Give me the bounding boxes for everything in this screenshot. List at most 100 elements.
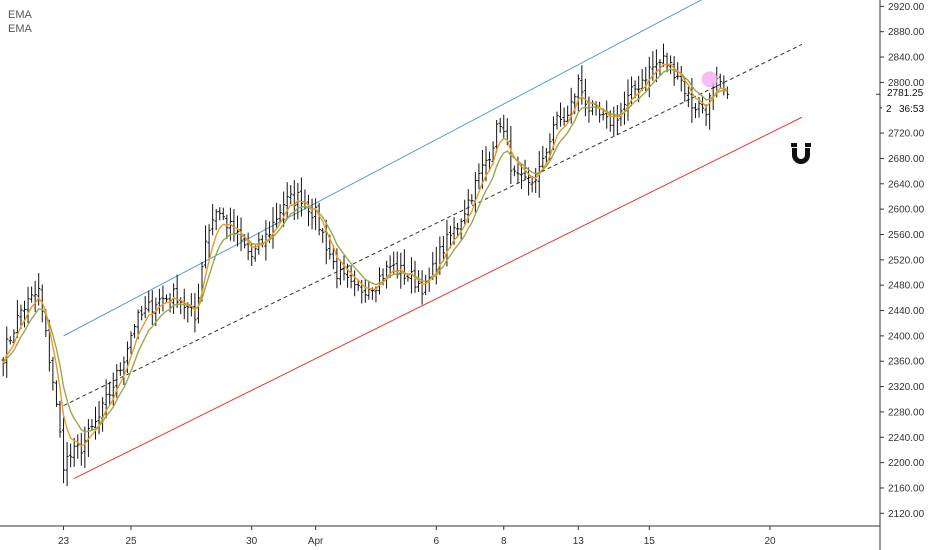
- highlight-marker: [701, 71, 718, 88]
- ohlc-bar: [612, 106, 616, 136]
- price-tick-label: 2320.00: [888, 382, 925, 393]
- ohlc-bar: [424, 274, 428, 296]
- ohlc-bar: [356, 279, 360, 292]
- last-price-badge: [882, 86, 932, 99]
- ohlc-bar: [58, 400, 62, 438]
- ohlc-bar: [22, 300, 27, 328]
- price-tick-label: 2680.00: [888, 154, 925, 165]
- price-axis[interactable]: 2120.00 2160.00 2200.00 2240.00 2280.00 2320.…: [876, 0, 925, 550]
- ohlc-bar: [129, 331, 133, 355]
- ohlc-bar: [175, 274, 179, 308]
- time-tick-label: 23: [58, 536, 70, 547]
- ohlc-bar: [278, 204, 282, 222]
- time-tick-label: 15: [644, 536, 656, 547]
- ema-lines: [2, 63, 728, 447]
- ohlc-bar: [448, 225, 453, 249]
- ohlc-bar: [598, 101, 602, 123]
- ohlc-bar: [637, 75, 641, 103]
- ohlc-bar: [686, 86, 690, 108]
- ohlc-bar: [665, 52, 669, 73]
- ohlc-bar: [477, 163, 481, 190]
- magnet-icon[interactable]: [791, 143, 811, 164]
- ohlc-bar: [367, 281, 371, 300]
- ohlc-bar: [434, 246, 438, 285]
- ohlc-bar: [679, 65, 683, 92]
- ohlc-bar: [555, 111, 559, 130]
- ohlc-bar: [498, 117, 502, 133]
- ohlc-bar: [147, 290, 151, 313]
- price-tick-label: 2520.00: [888, 255, 925, 266]
- ohlc-bar: [246, 232, 250, 261]
- price-tick-label: 2360.00: [888, 357, 925, 368]
- ohlc-bar: [90, 419, 94, 431]
- ohlc-bars: [1, 43, 729, 487]
- ohlc-bar: [385, 260, 389, 289]
- countdown-label: 36:53: [899, 104, 924, 115]
- time-axis[interactable]: 23 25 30 Apr 6 8 13 15 20: [0, 525, 880, 547]
- ohlc-bar: [232, 209, 236, 242]
- price-tick-label: 2920.00: [888, 2, 925, 13]
- time-tick-label: 30: [246, 536, 258, 547]
- ohlc-bar: [342, 255, 346, 281]
- ohlc-bar: [541, 145, 545, 171]
- price-tick-label: 2240.00: [888, 433, 925, 444]
- ohlc-bar: [221, 207, 225, 221]
- ohlc-bar: [459, 218, 463, 240]
- ohlc-bar: [495, 119, 499, 153]
- ohlc-bar: [140, 305, 144, 321]
- ohlc-bar: [207, 224, 211, 259]
- ohlc-bar: [69, 443, 73, 468]
- ohlc-bar: [76, 434, 80, 459]
- trend-channels[interactable]: [63, 0, 803, 479]
- ohlc-bar: [519, 164, 524, 189]
- last-price-label: 2781.25: [887, 88, 924, 99]
- ohlc-bar: [580, 65, 584, 105]
- ohlc-bar: [345, 263, 350, 288]
- ohlc-bar: [306, 194, 311, 227]
- ohlc-bar: [569, 87, 573, 124]
- ohlc-bar: [54, 380, 59, 407]
- legend-ema-2[interactable]: EMA: [8, 23, 32, 35]
- legend-ema-1[interactable]: EMA: [8, 9, 32, 21]
- time-tick-label: 13: [573, 536, 585, 547]
- ohlc-bar: [83, 426, 87, 468]
- ohlc-bar: [289, 185, 293, 205]
- ohlc-bar: [640, 69, 644, 92]
- price-tick-label: 2840.00: [888, 53, 925, 64]
- upper-channel-line: [63, 0, 703, 337]
- ohlc-bar: [93, 406, 98, 440]
- ohlc-bar: [299, 177, 303, 217]
- ohlc-bar: [661, 43, 666, 67]
- ohlc-bar: [605, 100, 609, 129]
- ohlc-bar: [218, 207, 222, 221]
- ohlc-bar: [193, 293, 197, 333]
- ohlc-bar: [33, 280, 37, 313]
- ohlc-bar: [331, 245, 335, 270]
- ohlc-bar: [115, 364, 119, 398]
- ohlc-bar: [72, 437, 76, 467]
- ohlc-bar: [214, 208, 218, 231]
- ohlc-bar: [211, 204, 215, 236]
- ohlc-bar: [30, 286, 34, 303]
- price-badges: 2781.25 2 36:53: [882, 86, 932, 115]
- ohlc-bar: [19, 304, 23, 329]
- ohlc-bar: [285, 182, 289, 220]
- price-tick-label: 2440.00: [888, 306, 925, 317]
- ohlc-bar: [566, 105, 570, 125]
- ohlc-bar: [143, 296, 147, 319]
- time-tick-label: 25: [125, 536, 137, 547]
- ohlc-bar: [441, 235, 445, 262]
- ohlc-bar: [654, 49, 658, 83]
- ohlc-bar: [118, 362, 122, 376]
- ohlc-bar: [264, 220, 268, 261]
- ohlc-bar: [51, 356, 55, 391]
- price-tick-label: 2600.00: [888, 205, 925, 216]
- ohlc-bar: [527, 167, 531, 196]
- ohlc-bar: [416, 270, 421, 293]
- ohlc-bar: [402, 249, 406, 285]
- ohlc-bar: [310, 198, 314, 230]
- indicator-legend: EMA EMA: [8, 8, 32, 36]
- ohlc-bar: [463, 199, 467, 225]
- time-tick-label: 6: [434, 536, 440, 547]
